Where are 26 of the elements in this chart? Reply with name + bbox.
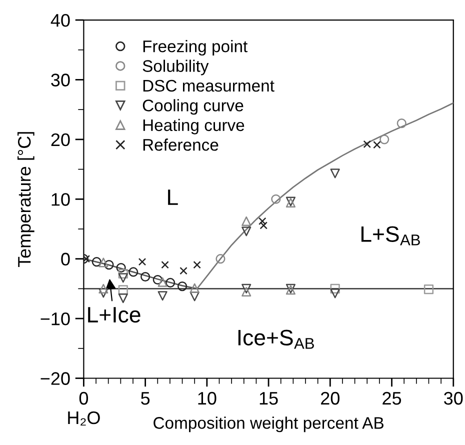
annotation: L+Ice	[88, 307, 140, 323]
y-tick-label: 40	[50, 14, 70, 27]
legend-label: Heating curve	[143, 118, 244, 134]
x-tick-label: 10	[198, 392, 216, 405]
legend-label: Solubility	[142, 60, 209, 76]
annotation: L+S$_{AB}$	[361, 226, 420, 246]
y-axis-title: Temperature [°C]	[17, 132, 34, 268]
x-tick-label: 30	[444, 392, 463, 405]
y-tick-label: −10	[40, 312, 70, 326]
annotation: Ice+S$_{AB}$	[238, 330, 314, 349]
y-tick-label: 30	[51, 74, 70, 86]
x-tick-label: 15	[260, 392, 278, 405]
annotation: L	[168, 190, 178, 205]
y-tick-label: 20	[51, 133, 70, 146]
y-tick-label: 0	[61, 252, 70, 266]
x-tick-label: 25	[382, 392, 402, 405]
x-tick-label: 20	[321, 392, 340, 405]
legend-label: DSC measurment	[143, 80, 274, 92]
legend-label: Cooling curve	[142, 99, 244, 115]
y-tick-label: 10	[52, 193, 70, 206]
x-axis-title: Composition weight percent AB	[154, 416, 384, 432]
x-tick-label: 0 H₂O	[68, 392, 100, 426]
x-tick-label: 5	[141, 392, 150, 405]
legend-label: Reference	[143, 138, 218, 151]
legend-label: Freezing point	[143, 40, 248, 56]
y-tick-label: −20	[40, 372, 70, 385]
